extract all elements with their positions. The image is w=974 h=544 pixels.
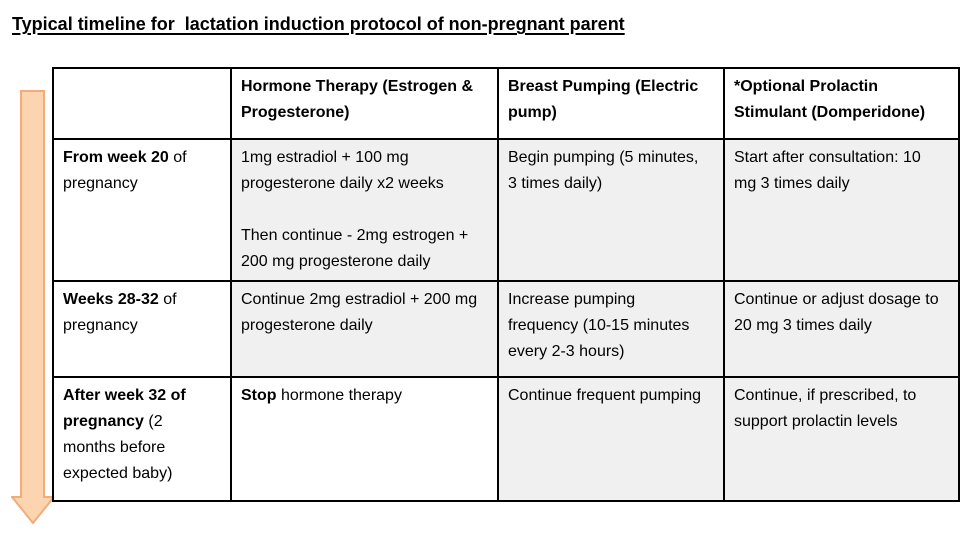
table-row: From week 20 of pregnancy 1mg estradiol +… bbox=[52, 138, 960, 282]
table-cell: Continue frequent pumping bbox=[497, 376, 725, 502]
cell-paragraph: Increase pumping frequency (10-15 minute… bbox=[508, 291, 690, 360]
cell-paragraph: Continue, if prescribed, to support prol… bbox=[734, 387, 917, 430]
table-cell: Begin pumping (5 minutes, 3 times daily) bbox=[497, 138, 725, 282]
header-row: Hormone Therapy (Estrogen & Progesterone… bbox=[52, 67, 960, 140]
lactation-protocol-table: Hormone Therapy (Estrogen & Progesterone… bbox=[52, 67, 960, 502]
row-header-cell: Weeks 28-32 of pregnancy bbox=[52, 280, 232, 378]
table-cell: Stop hormone therapy bbox=[230, 376, 499, 502]
cell-paragraph: 1mg estradiol + 100 mg progesterone dail… bbox=[241, 149, 444, 192]
header-cell-empty bbox=[52, 67, 232, 140]
table-row: Weeks 28-32 of pregnancy Continue 2mg est… bbox=[52, 280, 960, 378]
table-cell: Continue 2mg estradiol + 200 mg progeste… bbox=[230, 280, 499, 378]
cell-paragraph: Continue 2mg estradiol + 200 mg progeste… bbox=[241, 291, 478, 334]
page-title: Typical timeline for lactation induction… bbox=[12, 14, 625, 34]
table-cell: Continue, if prescribed, to support prol… bbox=[723, 376, 960, 502]
cell-paragraph: Weeks 28-32 of pregnancy bbox=[63, 291, 177, 334]
header-cell-prolactin-stimulant: *Optional Prolactin Stimulant (Domperido… bbox=[723, 67, 960, 140]
table-row: After week 32 of pregnancy (2 months bef… bbox=[52, 376, 960, 502]
table-cell: Continue or adjust dosage to 20 mg 3 tim… bbox=[723, 280, 960, 378]
table-cell: Start after consultation: 10 mg 3 times … bbox=[723, 138, 960, 282]
header-cell-hormone-therapy: Hormone Therapy (Estrogen & Progesterone… bbox=[230, 67, 499, 140]
cell-paragraph: Continue frequent pumping bbox=[508, 387, 702, 404]
cell-paragraph: From week 20 of pregnancy bbox=[63, 149, 187, 192]
timeline-down-arrow-icon bbox=[11, 90, 55, 524]
table-cell: Increase pumping frequency (10-15 minute… bbox=[497, 280, 725, 378]
row-header-cell: After week 32 of pregnancy (2 months bef… bbox=[52, 376, 232, 502]
cell-paragraph: Begin pumping (5 minutes, 3 times daily) bbox=[508, 149, 699, 192]
cell-paragraph: Stop hormone therapy bbox=[241, 387, 402, 404]
table-cell: 1mg estradiol + 100 mg progesterone dail… bbox=[230, 138, 499, 282]
header-cell-breast-pumping: Breast Pumping (Electric pump) bbox=[497, 67, 725, 140]
table-body: From week 20 of pregnancy 1mg estradiol +… bbox=[52, 138, 960, 502]
cell-paragraph: Continue or adjust dosage to 20 mg 3 tim… bbox=[734, 291, 939, 334]
cell-paragraph: Then continue - 2mg estrogen + 200 mg pr… bbox=[241, 227, 469, 270]
down-block-arrow-shape bbox=[11, 90, 55, 524]
row-header-cell: From week 20 of pregnancy bbox=[52, 138, 232, 282]
cell-paragraph: After week 32 of pregnancy (2 months bef… bbox=[63, 387, 186, 482]
cell-paragraph: Start after consultation: 10 mg 3 times … bbox=[734, 149, 921, 192]
